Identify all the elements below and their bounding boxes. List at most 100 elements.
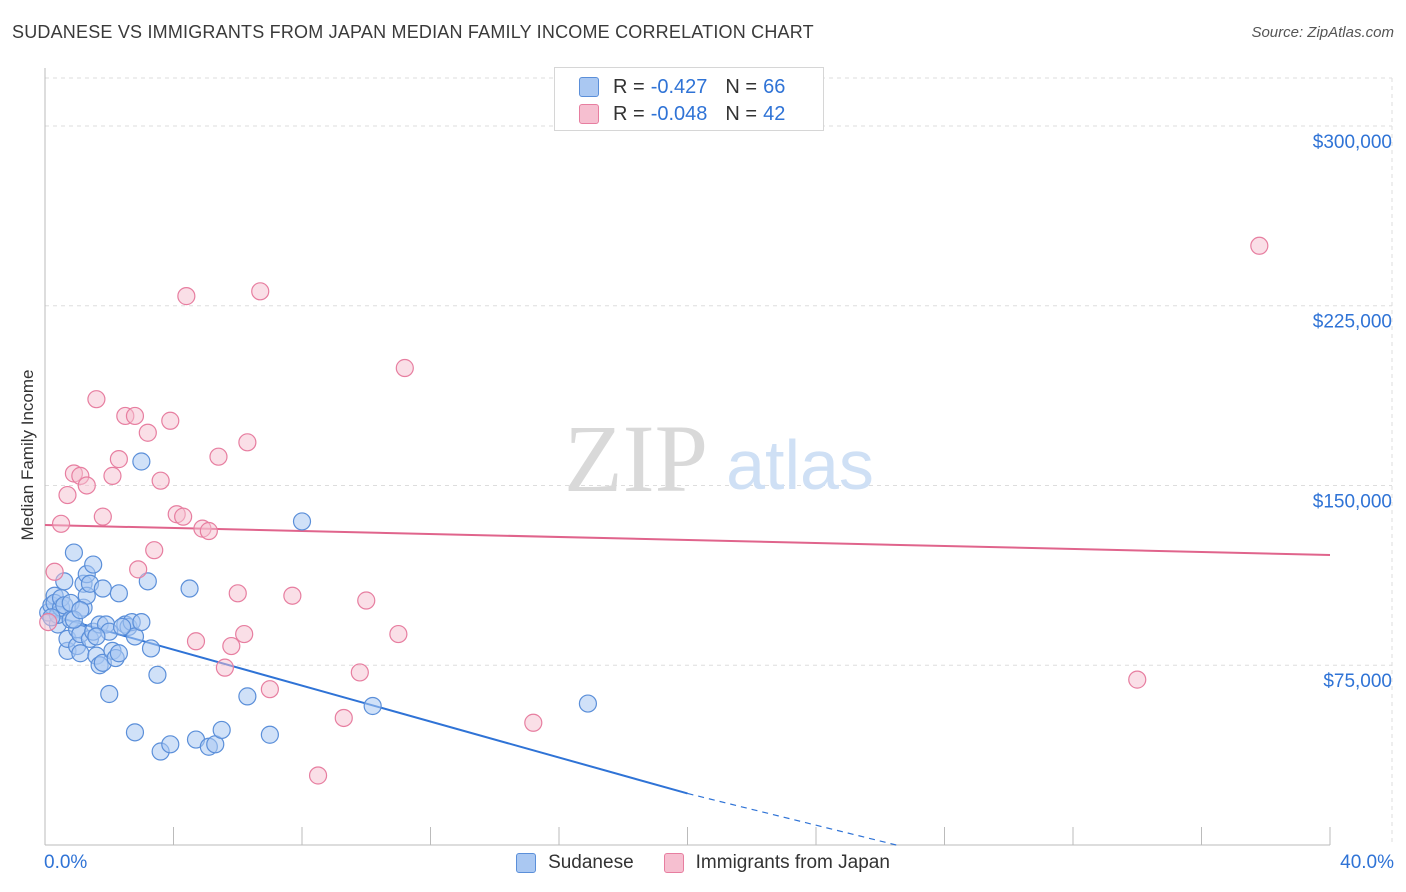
data-point-sudanese — [238, 687, 257, 706]
data-point-sudanese — [161, 735, 180, 754]
series-sudanese — [39, 452, 598, 761]
data-point-japan — [45, 562, 64, 581]
data-point-japan — [186, 632, 206, 651]
data-point-japan — [103, 466, 122, 485]
data-point-japan — [129, 560, 148, 579]
data-point-japan — [308, 766, 328, 785]
chart-title: SUDANESE VS IMMIGRANTS FROM JAPAN MEDIAN… — [12, 22, 814, 42]
data-point-japan — [395, 358, 414, 378]
data-point-sudanese — [93, 579, 112, 598]
data-point-japan — [334, 708, 353, 728]
watermark-zip: ZIP — [564, 405, 708, 512]
data-point-japan — [145, 541, 164, 560]
data-point-sudanese — [180, 579, 199, 598]
legend-row-sudanese: R = -0.427 N = 66 — [579, 74, 785, 100]
legend-label-sudanese: Sudanese — [548, 852, 634, 873]
data-point-japan — [174, 507, 193, 526]
data-point-sudanese — [260, 725, 279, 744]
data-point-sudanese — [212, 720, 231, 740]
data-point-japan — [58, 485, 77, 505]
correlation-legend: R = -0.427 N = 66 R = -0.048 N = 42 — [554, 67, 824, 131]
data-point-sudanese — [578, 694, 598, 713]
source-label: Source: ZipAtlas.com — [1251, 24, 1394, 41]
y-tick-label: $150,000 — [1313, 491, 1392, 512]
data-point-japan — [161, 411, 180, 430]
data-point-japan — [209, 447, 228, 466]
y-tick-label: $300,000 — [1313, 132, 1392, 153]
y-tick-label: $75,000 — [1323, 671, 1392, 692]
data-point-japan — [222, 636, 241, 656]
data-point-japan — [177, 287, 196, 306]
legend-swatch-pink — [663, 853, 684, 873]
data-point-japan — [151, 471, 170, 490]
data-point-japan — [93, 507, 112, 526]
series-japan — [39, 236, 1269, 785]
y-tick-labels: $75,000 $150,000 $225,000 $300,000 — [1313, 132, 1392, 692]
data-point-sudanese — [125, 723, 145, 742]
data-point-japan — [138, 423, 157, 442]
data-point-japan — [215, 658, 234, 677]
data-point-sudanese — [109, 584, 128, 603]
axes — [44, 68, 1331, 846]
data-point-sudanese — [64, 543, 84, 562]
gridlines — [45, 77, 1393, 845]
data-point-sudanese — [363, 696, 382, 716]
y-tick-label: $225,000 — [1313, 312, 1392, 333]
trend-line-sudanese-extrapolated — [687, 792, 897, 846]
data-point-sudanese — [71, 601, 90, 620]
data-point-japan — [389, 624, 408, 644]
data-point-sudanese — [148, 665, 167, 684]
data-point-japan — [109, 450, 128, 469]
data-point-japan — [524, 713, 543, 732]
data-point-japan — [199, 521, 218, 541]
data-point-sudanese — [84, 555, 103, 574]
watermark-atlas: atlas — [726, 426, 874, 504]
data-point-japan — [1128, 670, 1147, 689]
legend-item-sudanese: Sudanese — [516, 852, 634, 874]
data-point-japan — [283, 586, 302, 605]
legend-r-label: R = — [613, 102, 645, 125]
data-point-sudanese — [87, 627, 106, 646]
data-point-japan — [228, 584, 247, 603]
legend-row-japan: R = -0.048 N = 42 — [579, 101, 785, 127]
legend-swatch-blue — [579, 77, 599, 97]
y-axis-label: Median Family Income — [18, 369, 37, 541]
legend-label-japan: Immigrants from Japan — [695, 852, 890, 873]
legend-r-label: R = — [613, 75, 645, 98]
data-point-sudanese — [132, 452, 151, 471]
data-point-sudanese — [100, 684, 119, 704]
data-point-japan — [350, 663, 369, 682]
data-point-sudanese — [132, 612, 151, 632]
x-axis-min-label: 0.0% — [44, 852, 88, 873]
data-point-japan — [235, 624, 254, 644]
data-point-sudanese — [112, 617, 132, 636]
data-point-japan — [51, 514, 71, 533]
legend-r-value: -0.427 — [650, 75, 708, 98]
data-point-japan — [260, 680, 279, 699]
data-point-japan — [87, 390, 106, 409]
legend-item-japan: Immigrants from Japan — [663, 852, 890, 874]
data-point-sudanese — [71, 644, 90, 663]
data-point-japan — [1250, 236, 1269, 255]
trend-line-japan — [44, 524, 1331, 556]
data-point-japan — [77, 476, 96, 495]
legend-n-label: N = — [725, 75, 758, 98]
data-point-sudanese — [141, 639, 161, 658]
data-point-japan — [125, 406, 145, 426]
legend-r-value: -0.048 — [650, 102, 708, 125]
x-axis-max-label: 40.0% — [1340, 852, 1394, 873]
series-legend: Sudanese Immigrants from Japan — [0, 852, 1406, 874]
data-point-sudanese — [109, 644, 128, 663]
data-point-japan — [251, 282, 270, 301]
data-point-sudanese — [138, 572, 157, 591]
legend-n-value: 66 — [763, 75, 786, 98]
legend-n-value: 42 — [763, 102, 786, 125]
legend-swatch-blue — [516, 853, 537, 873]
data-point-japan — [238, 433, 257, 452]
legend-swatch-pink — [579, 104, 599, 124]
data-point-japan — [357, 591, 376, 610]
legend-n-label: N = — [725, 102, 758, 125]
data-point-sudanese — [292, 512, 312, 531]
data-point-japan — [39, 612, 58, 632]
